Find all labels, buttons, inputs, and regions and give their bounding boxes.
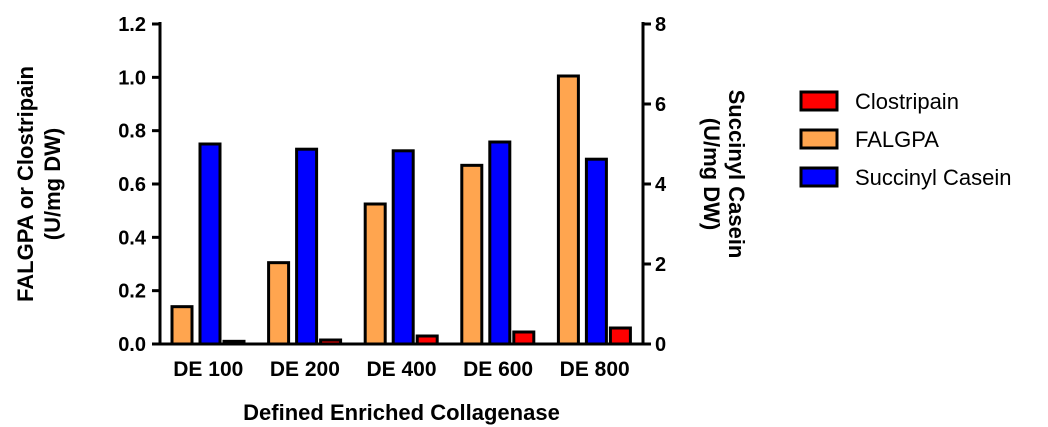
bar-clostripain-de-800: [608, 326, 632, 346]
legend-label-falgpa: FALGPA: [855, 127, 939, 152]
legend-swatch-falgpa: [799, 128, 839, 150]
legend-swatch-succinyl-casein: [799, 166, 839, 188]
left-y-tick-label: 0.6: [118, 174, 146, 196]
left-y-tick-label: 0.8: [118, 121, 146, 143]
right-y-axis-title: Succinyl Casein: [724, 90, 749, 259]
bar-succinyl-casein-de-100: [198, 142, 222, 346]
right-y-tick-label: 6: [655, 94, 666, 116]
bar-succinyl-casein-de-200: [295, 147, 319, 346]
left-y-tick-label: 1.2: [118, 14, 146, 36]
x-tick-label: DE 100: [173, 358, 243, 381]
bar-succinyl-casein-de-400: [391, 149, 415, 346]
chart-axes-layer: DE 100 DE 200 DE 400 DE 600 DE 800 0.0 0.2 0.4 0…: [13, 14, 749, 425]
legend: Clostripain FALGPA Succinyl Casein: [799, 89, 1012, 190]
left-y-tick-label: 0.2: [118, 281, 146, 303]
right-y-axis-title: (U/mg DW): [699, 118, 724, 230]
right-y-tick-label: 2: [655, 254, 666, 276]
left-y-axis-title: FALGPA or Clostripain: [13, 66, 38, 302]
right-y-tick-label: 4: [655, 174, 667, 196]
left-y-axis-title: (U/mg DW): [40, 128, 65, 240]
chart-bars-layer: [170, 74, 632, 346]
bar-succinyl-casein-de-800: [584, 157, 608, 346]
x-axis-title: Defined Enriched Collagenase: [243, 400, 560, 425]
bar-clostripain-de-600: [512, 330, 536, 346]
left-y-tick-label: 0.0: [118, 334, 146, 356]
x-tick-label: DE 200: [270, 358, 340, 381]
right-y-tick-label: 8: [655, 14, 666, 36]
right-y-tick-label: 0: [655, 334, 666, 356]
x-tick-label: DE 600: [463, 358, 533, 381]
x-tick-label: DE 800: [560, 358, 630, 381]
legend-swatch-clostripain: [799, 90, 839, 112]
left-y-tick-label: 1.0: [118, 67, 146, 89]
x-tick-label: DE 400: [366, 358, 436, 381]
bar-falgpa-de-600: [460, 163, 484, 346]
legend-label-succinyl-casein: Succinyl Casein: [855, 165, 1012, 190]
legend-label-clostripain: Clostripain: [855, 89, 959, 114]
bar-falgpa-de-800: [556, 74, 580, 346]
bar-succinyl-casein-de-600: [488, 140, 512, 346]
bar-falgpa-de-100: [170, 305, 194, 346]
bar-falgpa-de-400: [363, 202, 387, 346]
left-y-tick-label: 0.4: [118, 227, 147, 249]
bar-falgpa-de-200: [267, 261, 291, 346]
